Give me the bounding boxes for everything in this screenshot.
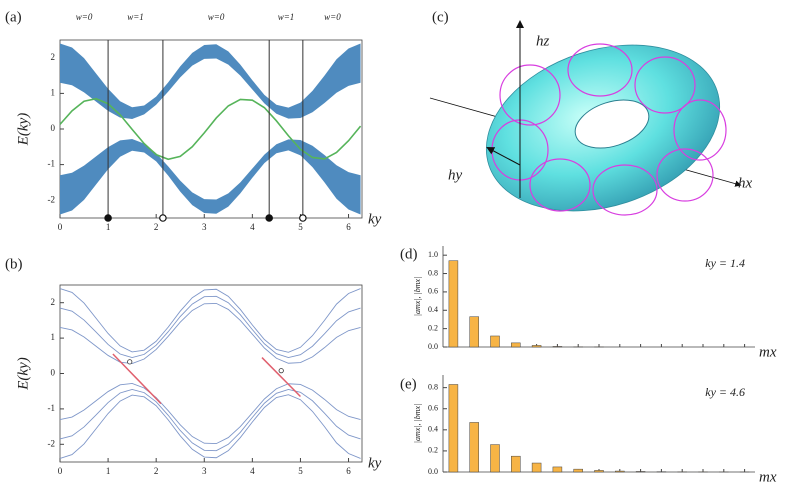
x-axis-label: ky — [368, 455, 382, 471]
bar — [531, 345, 542, 348]
band — [60, 138, 361, 215]
y-tick-label: 0.0 — [428, 342, 438, 351]
torus-diagram: (c) hz hy hx — [429, 9, 753, 216]
x-tick-label: 5 — [298, 466, 303, 476]
y-tick-label: 2 — [51, 297, 56, 307]
bar — [469, 422, 479, 473]
y-tick-label: 0.8 — [428, 382, 438, 391]
x-axis-label: mx — [759, 469, 777, 485]
line — [59, 288, 361, 353]
annotation: ky = 1.4 — [705, 256, 745, 270]
x-tick-label: 5 — [298, 222, 303, 232]
x-tick-label: 6 — [346, 466, 351, 476]
panel-label: (e) — [400, 376, 417, 392]
line — [59, 382, 361, 445]
bar — [448, 384, 459, 473]
axis-label: hx — [738, 175, 753, 191]
x-axis-label: ky — [368, 211, 382, 227]
bar — [552, 466, 563, 473]
y-tick-label: 2 — [51, 52, 56, 62]
bar — [594, 470, 604, 473]
phase-label: w=0 — [324, 12, 341, 22]
y-tick-label: 1.0 — [428, 250, 438, 259]
y-tick-label: 0.4 — [428, 305, 438, 314]
line — [59, 394, 361, 459]
transition-marker — [104, 214, 112, 222]
y-tick-label: -2 — [48, 438, 56, 448]
y-tick-label: 0.8 — [428, 268, 438, 277]
point — [127, 359, 133, 365]
plot-frame — [59, 39, 363, 219]
x-tick-label: 1 — [106, 222, 111, 232]
bar — [511, 455, 521, 473]
x-tick-label: 0 — [58, 222, 63, 232]
x-tick-label: 4 — [250, 222, 255, 232]
annotation: ky = 4.6 — [705, 385, 745, 399]
y-tick-label: -1 — [48, 403, 56, 413]
bar — [552, 346, 563, 348]
bar — [531, 462, 542, 473]
y-tick-label: 0.6 — [428, 287, 438, 296]
y-axis-label: |amx|, |bmx| — [413, 404, 422, 443]
x-tick-label: 2 — [154, 466, 159, 476]
bar — [448, 260, 459, 348]
x-tick-label: 1 — [106, 466, 111, 476]
point — [278, 368, 284, 374]
axis-label: hy — [448, 167, 463, 183]
x-tick-label: 2 — [154, 222, 159, 232]
y-tick-label: 0 — [51, 368, 56, 378]
y-tick-label: 1 — [51, 332, 56, 342]
panel-label: (c) — [432, 9, 449, 25]
phase-label: w=1 — [127, 12, 144, 22]
y-tick-label: 0.4 — [428, 425, 438, 434]
line — [59, 97, 362, 161]
x-tick-label: 0 — [58, 466, 63, 476]
y-tick-label: -1 — [48, 159, 56, 169]
bar — [469, 316, 479, 348]
y-tick-label: 1 — [51, 87, 56, 97]
bar — [511, 342, 521, 348]
x-tick-label: 4 — [250, 466, 255, 476]
phase-label: w=1 — [278, 12, 295, 22]
line — [59, 295, 361, 359]
line — [261, 357, 301, 398]
y-tick-label: -2 — [48, 194, 56, 204]
axis-label: hz — [536, 33, 550, 49]
panel-label: (a) — [5, 9, 22, 25]
y-tick-label: 0.2 — [428, 323, 438, 332]
band — [60, 43, 361, 120]
transition-marker — [265, 214, 273, 222]
y-tick-label: 0 — [51, 123, 56, 133]
panel-label: (b) — [5, 256, 23, 272]
phase-label: w=0 — [208, 12, 225, 22]
torus-hole — [574, 99, 650, 149]
bar — [490, 335, 500, 348]
line — [59, 388, 361, 452]
y-axis-label: |amx|, |bmx| — [413, 277, 422, 316]
y-axis-label: E(ky) — [15, 357, 31, 390]
bar — [573, 468, 583, 473]
y-tick-label: 0.0 — [428, 467, 438, 476]
y-tick-label: 0.6 — [428, 404, 438, 413]
line — [59, 302, 361, 365]
y-tick-label: 0.2 — [428, 446, 438, 455]
x-axis-label: mx — [759, 344, 777, 360]
transition-marker — [299, 214, 307, 222]
hy-axis — [486, 147, 521, 166]
panel-label: (d) — [400, 246, 418, 262]
line — [112, 353, 162, 405]
x-tick-label: 3 — [202, 466, 207, 476]
x-tick-label: 3 — [202, 222, 207, 232]
bar — [635, 471, 646, 473]
bar — [615, 470, 625, 473]
plot-frame — [59, 284, 363, 463]
x-tick-label: 6 — [346, 222, 351, 232]
transition-marker — [159, 214, 167, 222]
y-axis-label: E(ky) — [15, 113, 31, 146]
bar — [490, 444, 500, 473]
phase-label: w=0 — [76, 12, 93, 22]
